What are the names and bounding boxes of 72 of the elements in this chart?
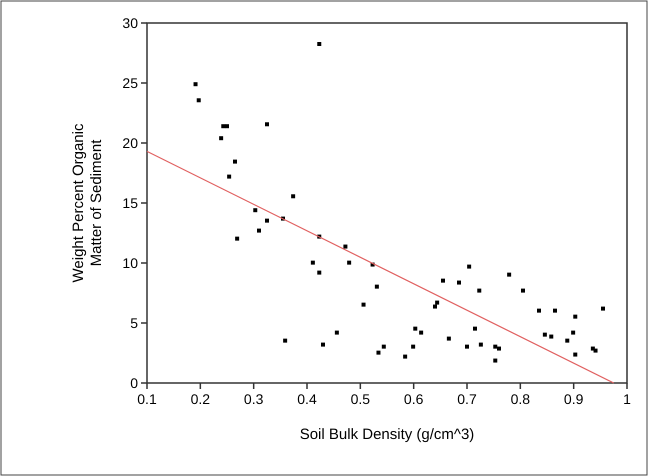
y-axis-title: Weight Percent Organic Matter of Sediment [70,123,105,282]
y-tick-label: 15 [122,195,138,211]
point [457,280,461,285]
point [253,208,258,212]
x-tick-label: 0.6 [404,391,424,407]
point [573,352,578,357]
point [283,338,288,343]
point [219,136,224,140]
point [225,124,229,128]
point [291,194,296,198]
point [334,330,339,335]
point [477,288,482,293]
point [446,336,451,341]
point [473,326,477,331]
x-tick-label: 0.8 [510,391,530,407]
x-tick-label: 0.4 [297,391,317,407]
point [493,358,498,363]
point [478,342,483,347]
x-tick-label: 0.7 [457,391,477,407]
x-tick-label: 0.3 [244,391,264,407]
point [411,344,416,349]
point [194,82,198,86]
point [465,344,469,349]
point [419,330,424,335]
point [542,332,547,337]
point [433,304,437,309]
x-tick-label: 1 [623,391,632,407]
point [362,302,366,307]
point [343,244,348,249]
point [382,344,386,349]
point [493,344,498,349]
point [233,160,237,164]
x-tick-label: 0.1 [137,391,157,407]
point [441,278,445,283]
point [317,270,322,275]
point [347,260,352,265]
y-tick-label: 30 [122,15,138,31]
point [376,350,380,355]
point [573,314,578,319]
y-tick-label: 10 [122,255,138,271]
point [521,288,525,293]
point [227,174,232,179]
point [196,98,201,102]
point [435,300,440,305]
x-tick-label: 0.2 [190,391,210,407]
point [310,260,315,265]
point [594,348,598,353]
point [374,284,379,289]
y-tick-label: 25 [122,75,138,91]
point [467,264,472,269]
x-axis-title: Soil Bulk Density (g/cm^3) [300,426,474,443]
point [507,272,512,277]
point [537,308,541,313]
point [549,334,554,339]
point [553,308,557,313]
point [565,338,570,343]
y-tick-label: 5 [130,315,138,331]
point [317,42,322,46]
point [235,236,240,241]
y-tick-label: 20 [122,135,138,151]
point [321,342,325,347]
point [265,122,269,126]
x-tick-label: 0.9 [564,391,584,407]
point [413,326,418,331]
x-tick-label: 0.5 [350,391,370,407]
point [497,346,501,351]
point [257,228,261,233]
point [571,330,576,335]
point [265,218,269,223]
point [601,306,605,311]
point [403,354,408,359]
y-tick-label: 0 [130,375,138,391]
